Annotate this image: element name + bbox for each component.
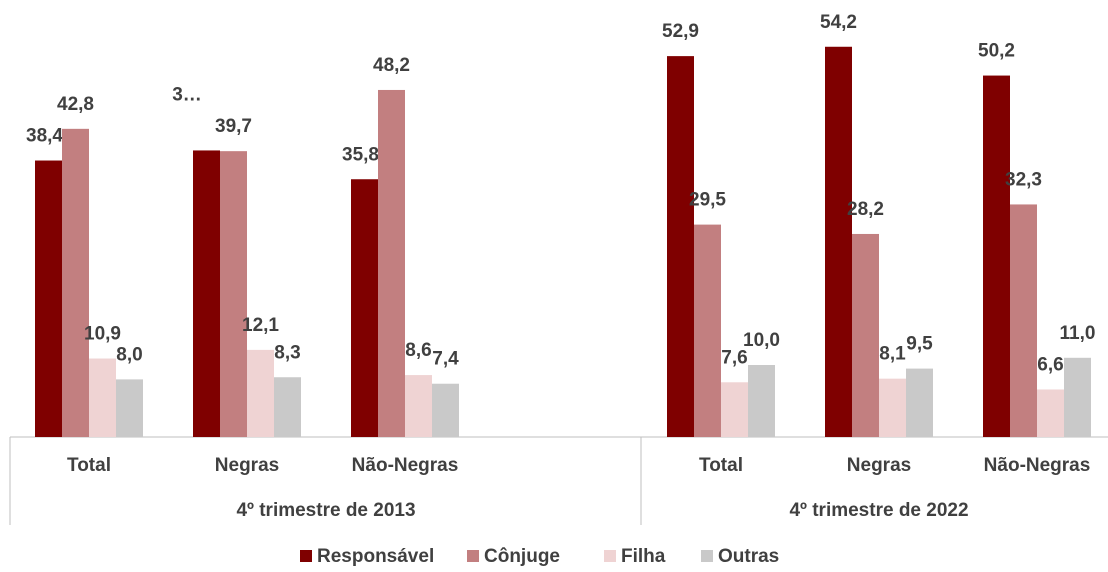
data-label: 48,2 [373, 55, 410, 76]
bar [825, 46, 852, 437]
legend-swatch [701, 550, 713, 562]
legend-swatch [604, 550, 616, 562]
data-label: 38,4 [26, 126, 63, 147]
bar [1037, 389, 1064, 437]
bar [694, 224, 721, 437]
data-label: 42,8 [57, 94, 94, 115]
legend-label: Responsável [317, 546, 434, 567]
bar [89, 358, 116, 437]
x-tick-label: Total [699, 455, 743, 476]
bar [432, 383, 459, 437]
data-label: 8,0 [116, 344, 142, 365]
x-tick-label: Negras [847, 455, 911, 476]
bar [721, 382, 748, 437]
group-label: 4º trimestre de 2013 [236, 500, 415, 521]
data-label: 39,7 [215, 116, 252, 137]
data-label: 28,2 [847, 199, 884, 220]
data-label: 10,9 [84, 324, 121, 345]
data-label: 52,9 [662, 21, 699, 42]
bar [852, 233, 879, 437]
data-label: 50,2 [978, 41, 1015, 62]
x-tick-label: Total [67, 455, 111, 476]
group-label: 4º trimestre de 2022 [789, 500, 968, 521]
bar [405, 375, 432, 437]
data-label: 7,6 [721, 347, 747, 368]
bar [879, 378, 906, 437]
bar [62, 128, 89, 437]
bar [274, 377, 301, 437]
bar [667, 56, 694, 438]
data-label: 35,8 [342, 144, 379, 165]
bar [351, 179, 378, 438]
legend-label: Cônjuge [484, 546, 560, 567]
data-label: 54,2 [820, 12, 857, 33]
bar [983, 75, 1010, 437]
legend-swatch [467, 550, 479, 562]
bar [247, 349, 274, 437]
data-label: 32,3 [1005, 169, 1042, 190]
x-tick-label: Não-Negras [984, 455, 1091, 476]
bar [220, 151, 247, 437]
bar [35, 160, 62, 437]
data-label: 10,0 [743, 330, 780, 351]
legend-label: Filha [621, 546, 666, 567]
data-label: 8,3 [274, 342, 300, 363]
data-label: 12,1 [242, 315, 279, 336]
x-tick-label: Não-Negras [352, 455, 459, 476]
bar [906, 368, 933, 437]
bar [748, 365, 775, 437]
bar [378, 89, 405, 438]
bar [1010, 204, 1037, 437]
data-label: 11,0 [1060, 323, 1096, 344]
data-label: 9,5 [906, 334, 933, 355]
data-label: 3… [172, 84, 202, 105]
data-label: 8,6 [405, 340, 431, 361]
data-label: 8,1 [879, 344, 906, 365]
x-tick-label: Negras [215, 455, 279, 476]
data-label: 7,4 [432, 349, 459, 370]
data-label: 6,6 [1037, 354, 1063, 375]
bar [116, 379, 143, 437]
bar [193, 150, 220, 437]
bar [1064, 357, 1091, 437]
data-label: 29,5 [689, 190, 726, 211]
legend-swatch [300, 550, 312, 562]
legend-label: Outras [718, 546, 779, 567]
